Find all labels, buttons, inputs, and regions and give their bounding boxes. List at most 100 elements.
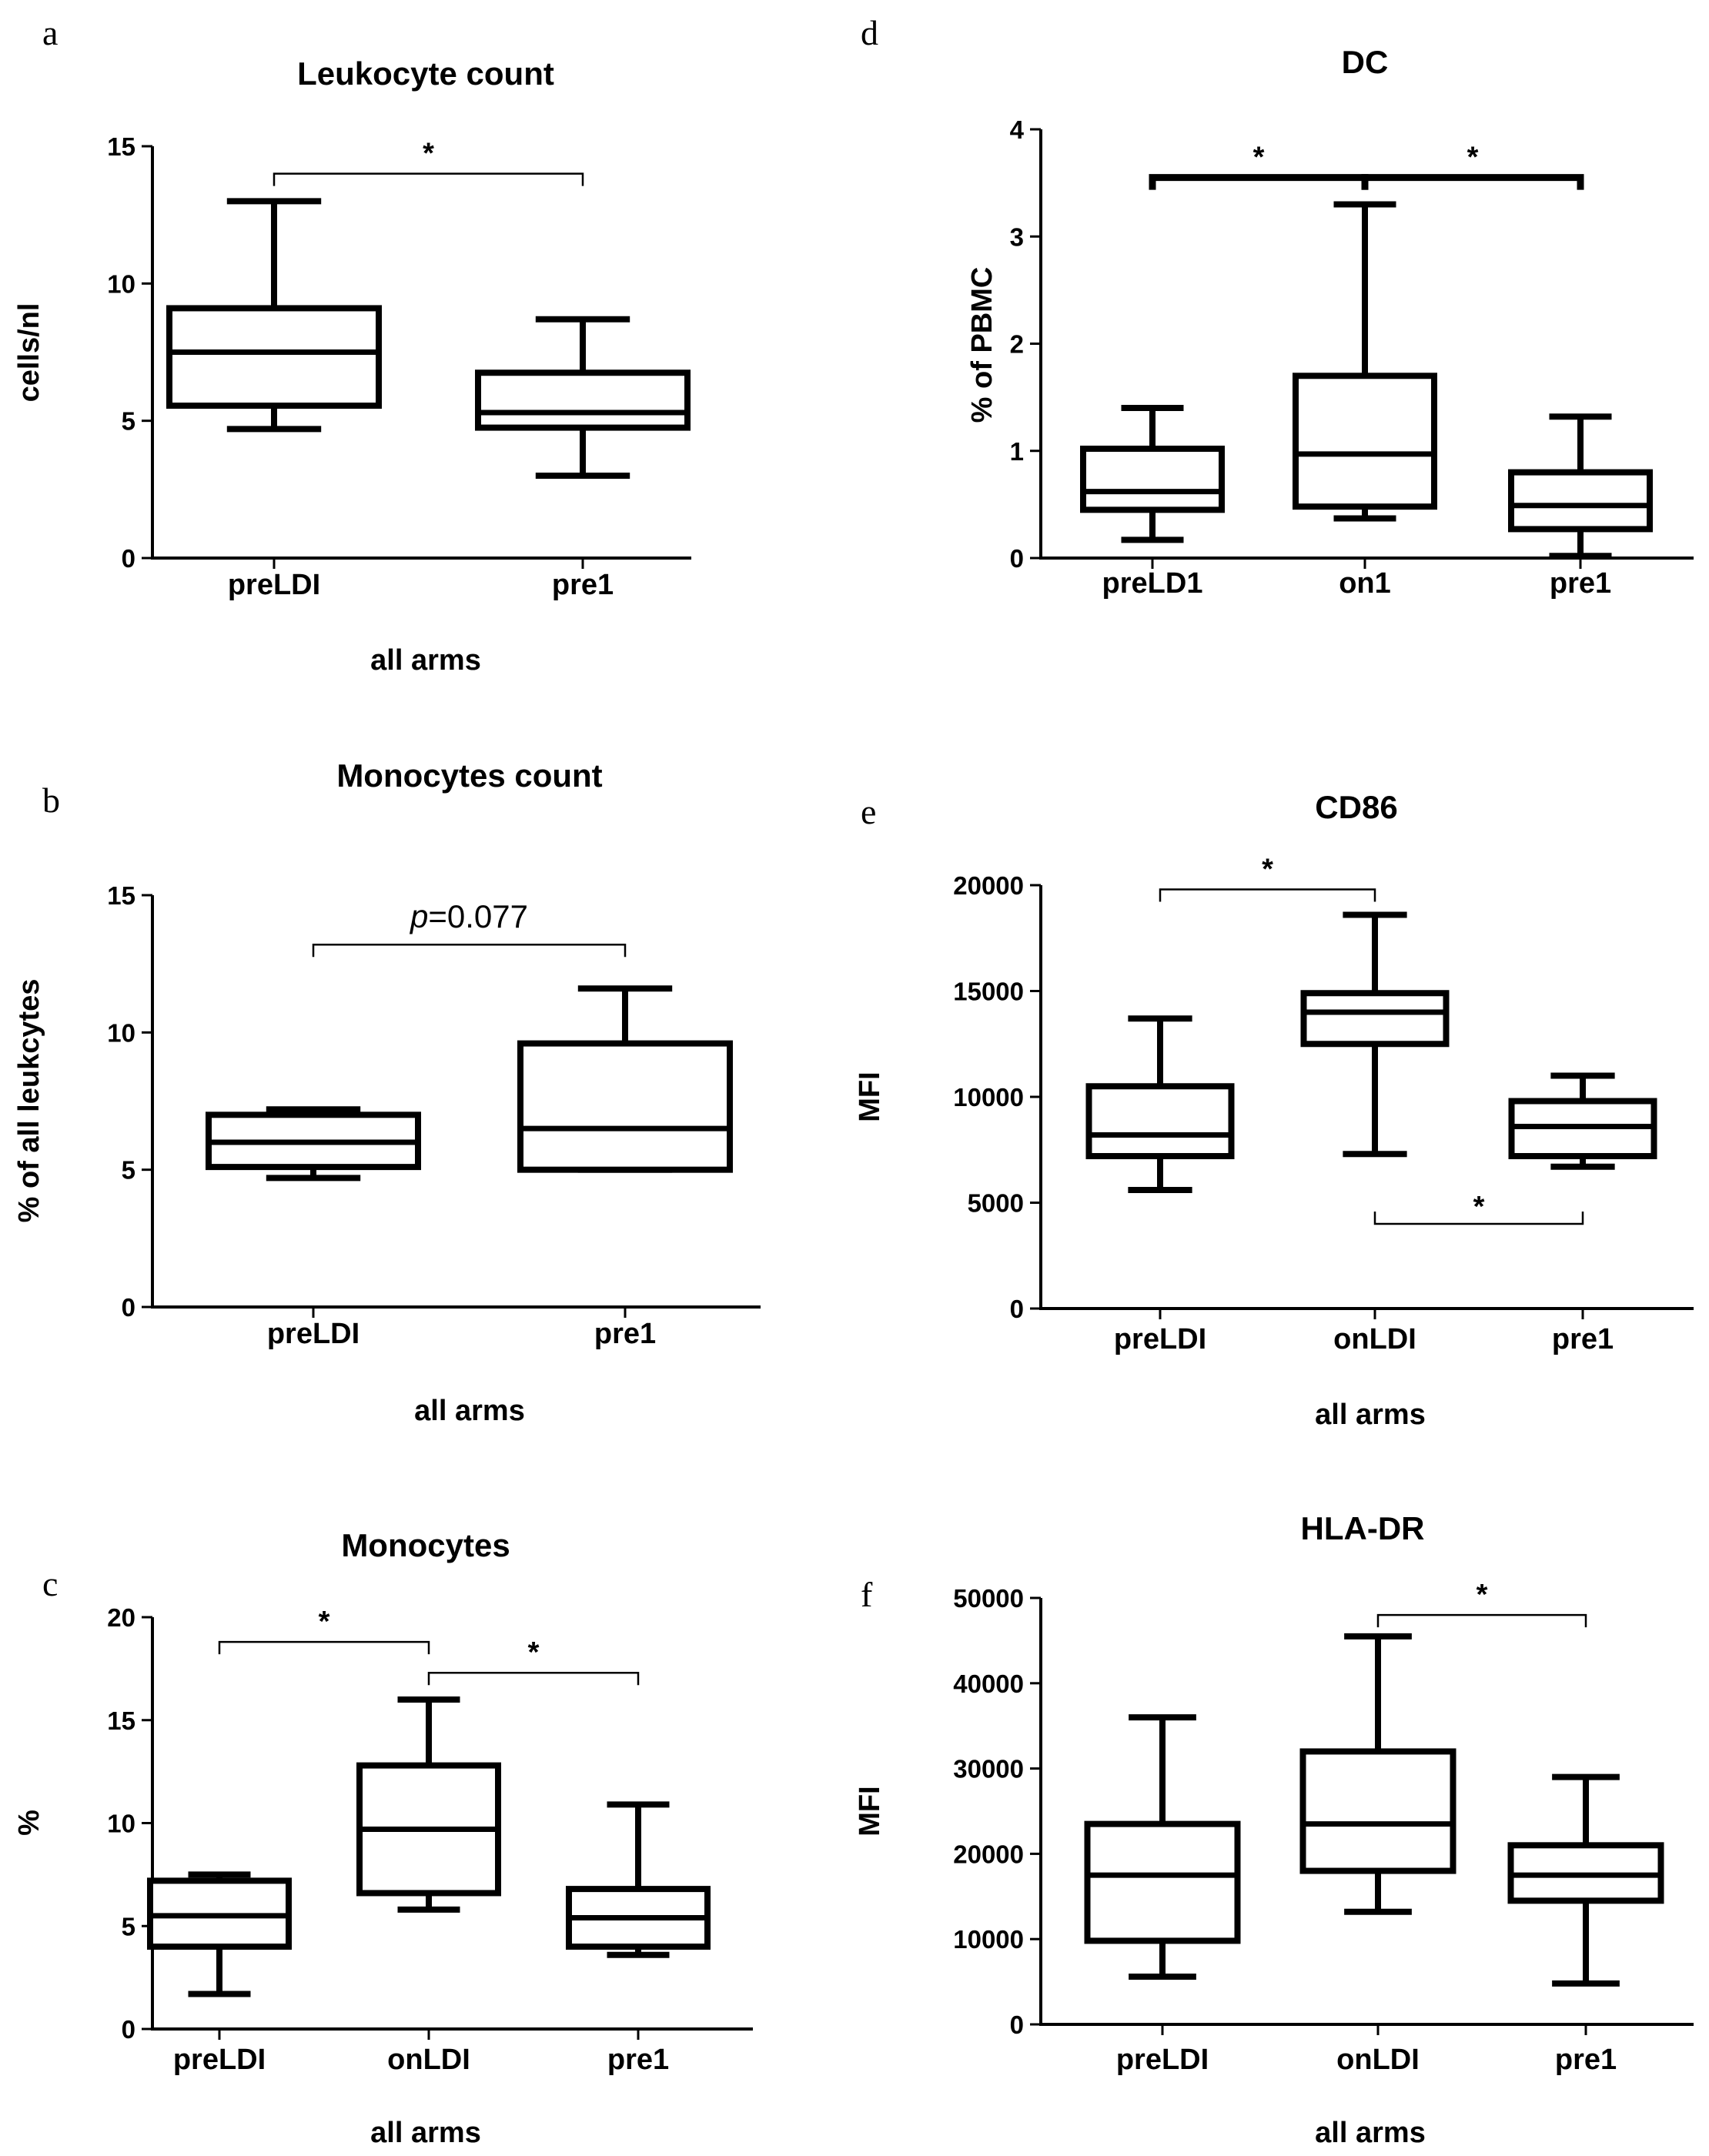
panel-f: f HLA-DR 0 10000 20000 30000 40000 50000 MFI preL… <box>854 1510 1694 2149</box>
box-preLDI <box>1085 1015 1235 1193</box>
x-tick-label: pre1 <box>1550 567 1611 600</box>
y-axis-label: MFI <box>854 1071 886 1121</box>
significance-bracket: p=0.077 <box>312 898 627 958</box>
y-tick-label: 15 <box>107 1706 135 1735</box>
y-tick-label: 50000 <box>953 1584 1024 1613</box>
panel-label: d <box>861 13 878 52</box>
bracket-line <box>1149 174 1369 190</box>
chart-title: CD86 <box>1315 789 1397 825</box>
y-tick-label: 20000 <box>953 871 1024 900</box>
panel-d: d DC 0 1 2 3 4 % of PBMC preLD1 on1 pre1 * * <box>861 13 1694 600</box>
y-tick-label: 10 <box>107 269 135 298</box>
x-tick-label: preLDI <box>1116 2044 1209 2076</box>
bracket-line <box>218 1640 430 1655</box>
y-tick-label: 10000 <box>953 1925 1024 1954</box>
x-tick-label: onLDI <box>387 2044 470 2076</box>
bracket-line <box>427 1671 640 1686</box>
x-tick-label: preLDI <box>228 569 320 601</box>
panel-e: e CD86 0 5000 10000 15000 20000 MFI preLDI onLDI p… <box>854 789 1694 1431</box>
box-onLDI <box>356 1696 501 1913</box>
significance-label: * <box>319 1606 330 1638</box>
x-tick-label: pre1 <box>594 1318 656 1350</box>
box-iqr <box>1293 373 1437 510</box>
significance-bracket: * <box>1149 142 1369 190</box>
y-tick-label: 5 <box>122 1912 135 1940</box>
x-tick-label: pre1 <box>1555 2044 1617 2076</box>
x-axis-label: all arms <box>414 1395 525 1427</box>
y-tick-label: 5000 <box>968 1189 1024 1218</box>
y-tick-label: 10 <box>107 1810 135 1838</box>
y-tick-label: 40000 <box>953 1670 1024 1698</box>
x-tick-label: preLD1 <box>1102 567 1203 600</box>
x-tick-label: pre1 <box>552 569 614 601</box>
x-tick-label: onLDI <box>1333 1323 1416 1355</box>
significance-label: p=0.077 <box>409 898 528 934</box>
box-pre1 <box>566 1801 711 1958</box>
significance-label: * <box>1467 142 1479 174</box>
box-pre1 <box>1508 413 1653 560</box>
y-tick-label: 0 <box>1010 544 1024 573</box>
box-pre1 <box>1507 1773 1664 1987</box>
y-tick-label: 10000 <box>953 1083 1024 1111</box>
y-tick-label: 1 <box>1010 437 1024 466</box>
panel-a: a Leukocyte count 0 5 10 15 cells/nl preLDI pre1… <box>13 13 691 677</box>
box-preLDI <box>147 1871 292 1997</box>
significance-bracket: * <box>1159 854 1376 902</box>
y-tick-label: 20 <box>107 1603 135 1632</box>
y-tick-label: 30000 <box>953 1755 1024 1783</box>
significance-bracket: * <box>427 1636 640 1686</box>
box-pre1 <box>517 985 733 1173</box>
x-tick-label: preLDI <box>267 1318 360 1350</box>
box-iqr <box>1508 469 1653 533</box>
significance-label: * <box>1253 142 1265 174</box>
significance-bracket: * <box>273 138 584 186</box>
panel-b: b Monocytes count 0 5 10 15 % of all leukcytes… <box>13 757 761 1427</box>
x-tick-label: preLDI <box>173 2044 266 2076</box>
panel-label: b <box>42 781 60 820</box>
box-onLDI <box>1300 911 1450 1158</box>
significance-label: * <box>1262 854 1273 886</box>
x-tick-label: onLDI <box>1336 2044 1420 2076</box>
x-axis-label: all arms <box>1315 1399 1426 1431</box>
bracket-line <box>273 172 584 186</box>
significance-bracket: * <box>1373 1191 1584 1225</box>
box-iqr <box>1299 1748 1456 1874</box>
box-iqr <box>517 1040 733 1173</box>
y-axis-label: % of all leukcytes <box>13 979 45 1223</box>
y-axis-label: MFI <box>854 1786 886 1836</box>
x-tick-label: pre1 <box>607 2044 669 2076</box>
y-tick-label: 0 <box>122 544 135 573</box>
y-tick-label: 15000 <box>953 978 1024 1006</box>
x-axis-label: all arms <box>1315 2117 1426 2149</box>
box-preLD1 <box>1080 405 1225 543</box>
bracket-line <box>1376 1613 1587 1628</box>
y-tick-label: 5 <box>122 407 135 436</box>
y-tick-label: 5 <box>122 1156 135 1185</box>
y-tick-label: 0 <box>1010 2011 1024 2039</box>
significance-label: * <box>1477 1579 1488 1611</box>
y-tick-label: 10 <box>107 1018 135 1047</box>
y-tick-label: 2 <box>1010 330 1024 359</box>
bracket-line <box>312 943 627 958</box>
chart-title: Monocytes <box>341 1527 510 1563</box>
significance-bracket: * <box>1376 1579 1587 1628</box>
x-tick-label: on1 <box>1339 567 1391 600</box>
y-axis-label: cells/nl <box>13 303 45 403</box>
y-tick-label: 0 <box>122 2015 135 2044</box>
panel-label: f <box>861 1575 873 1614</box>
y-axis-label: % of PBMC <box>966 267 998 423</box>
significance-label: * <box>1473 1191 1485 1223</box>
box-onLDI <box>1299 1633 1456 1915</box>
y-tick-label: 15 <box>107 132 135 161</box>
panel-c: c Monocytes 0 5 10 15 20% preLDI onLDI pre1 all ar… <box>13 1527 753 2149</box>
panel-label: a <box>42 13 58 52</box>
chart-title: Monocytes count <box>336 757 602 794</box>
y-axis-label: % <box>13 1810 45 1836</box>
y-tick-label: 4 <box>1010 115 1025 144</box>
y-tick-label: 0 <box>122 1293 135 1322</box>
x-axis-label: all arms <box>370 2117 481 2149</box>
y-tick-label: 3 <box>1010 222 1024 251</box>
panel-label: c <box>42 1564 58 1603</box>
